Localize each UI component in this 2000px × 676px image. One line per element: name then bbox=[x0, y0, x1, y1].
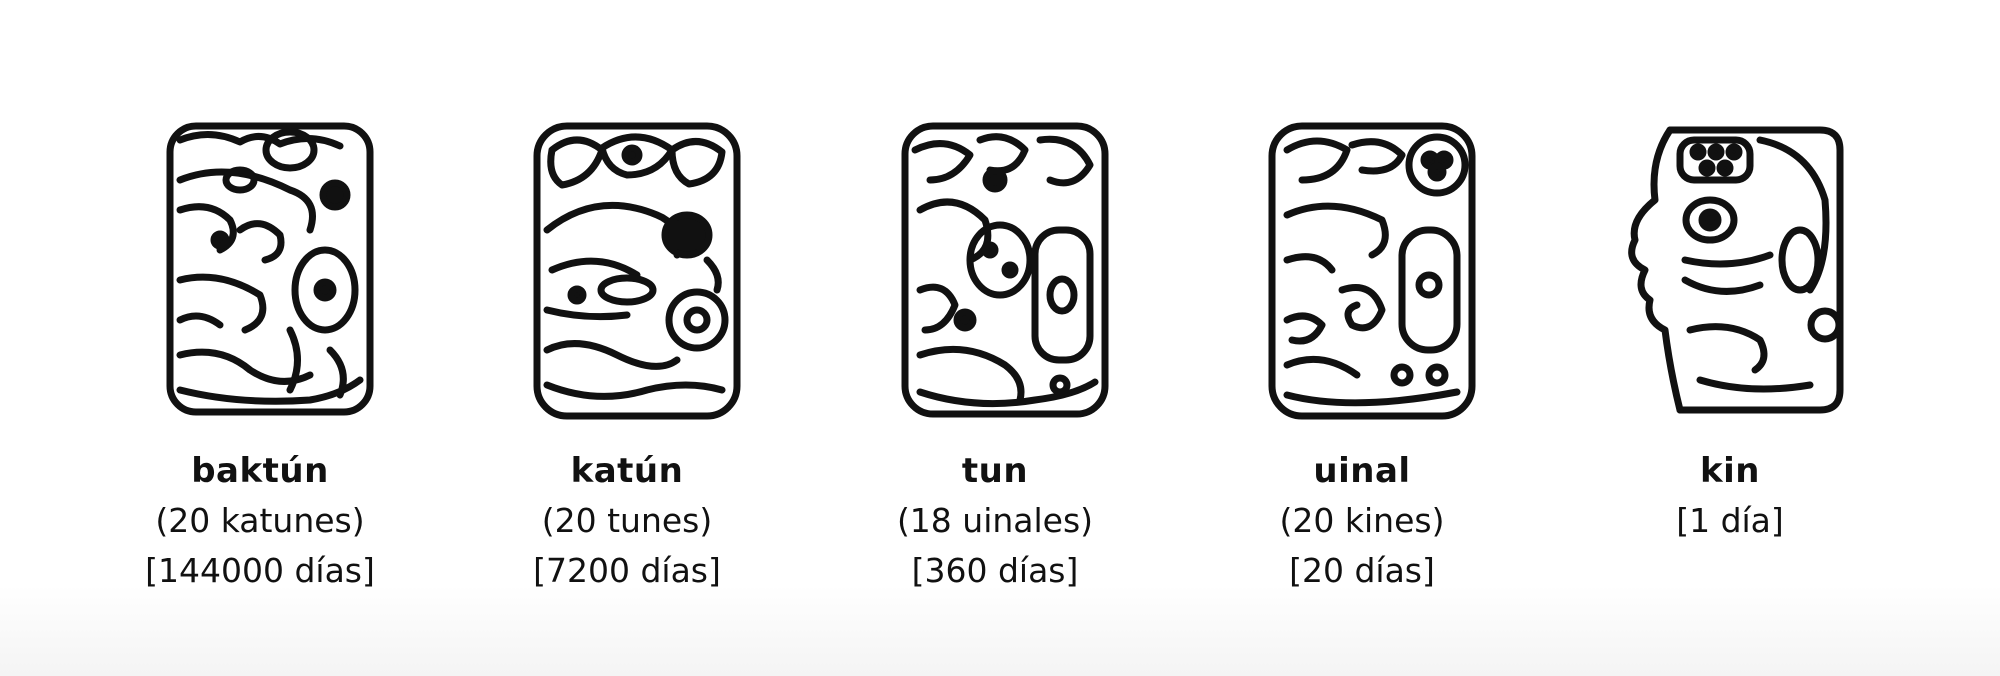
uinal-head-glyph-icon bbox=[1268, 122, 1476, 420]
unit-katun: katún (20 tunes) [7200 días] bbox=[477, 120, 777, 596]
unit-composition: (20 tunes) bbox=[541, 501, 713, 540]
unit-name: baktún bbox=[191, 451, 329, 491]
unit-kin: kin [1 día] bbox=[1580, 120, 1880, 546]
unit-days: [360 días] bbox=[911, 551, 1079, 590]
unit-name: kin bbox=[1700, 451, 1760, 491]
katun-head-glyph-icon bbox=[533, 122, 741, 420]
bottom-shade bbox=[0, 585, 2000, 676]
tun-head-glyph-icon bbox=[901, 122, 1109, 418]
baktun-head-glyph-icon bbox=[166, 122, 374, 416]
unit-composition: (18 uinales) bbox=[896, 501, 1094, 540]
unit-days: [7200 días] bbox=[533, 551, 721, 590]
kin-head-glyph-icon bbox=[1628, 126, 1844, 414]
unit-tun: tun (18 uinales) [360 días] bbox=[845, 120, 1145, 596]
unit-days: [20 días] bbox=[1289, 551, 1435, 590]
unit-name: uinal bbox=[1313, 451, 1411, 491]
unit-baktun: baktún (20 katunes) [144000 días] bbox=[110, 120, 410, 596]
unit-days: [144000 días] bbox=[145, 551, 375, 590]
unit-uinal: uinal (20 kines) [20 días] bbox=[1212, 120, 1512, 596]
unit-name: tun bbox=[961, 451, 1029, 491]
unit-name: katún bbox=[570, 451, 684, 491]
unit-composition: (20 kines) bbox=[1279, 501, 1445, 540]
unit-composition: (20 katunes) bbox=[155, 501, 365, 540]
unit-days: [1 día] bbox=[1676, 501, 1784, 540]
